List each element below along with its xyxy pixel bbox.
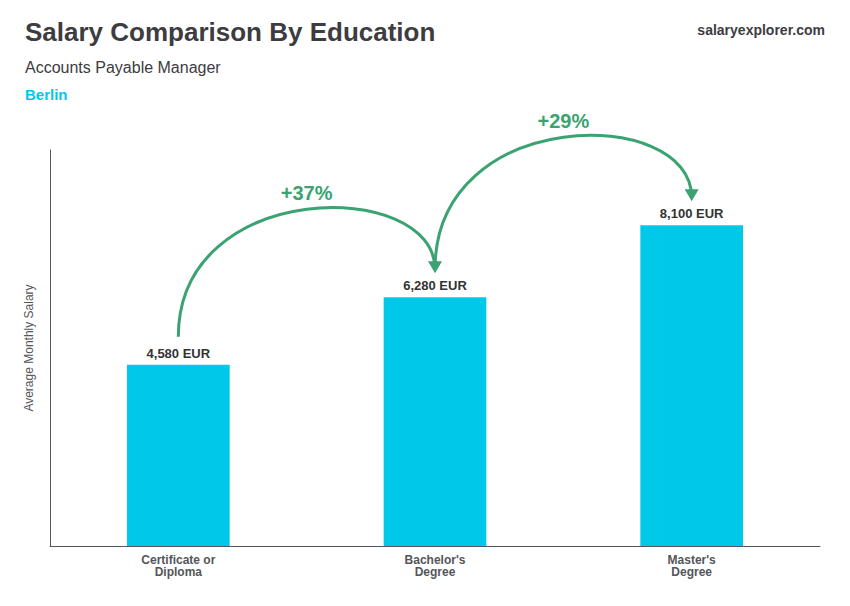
svg-text:4,580 EUR: 4,580 EUR — [147, 346, 211, 361]
svg-text:Degree: Degree — [671, 565, 712, 579]
svg-text:Berlin: Berlin — [25, 86, 68, 103]
svg-text:Bachelor's: Bachelor's — [404, 553, 466, 567]
svg-text:Degree: Degree — [415, 565, 456, 579]
svg-text:Certificate or: Certificate or — [141, 553, 216, 567]
svg-text:Salary Comparison By Education: Salary Comparison By Education — [25, 17, 435, 47]
svg-text:+29%: +29% — [537, 110, 589, 132]
svg-text:Master's: Master's — [667, 553, 716, 567]
svg-text:Accounts Payable Manager: Accounts Payable Manager — [25, 59, 221, 76]
svg-text:8,100 EUR: 8,100 EUR — [660, 206, 724, 221]
svg-text:Diploma: Diploma — [155, 565, 203, 579]
svg-text:+37%: +37% — [281, 182, 333, 204]
svg-text:Average Monthly Salary: Average Monthly Salary — [22, 284, 36, 411]
svg-text:salaryexplorer.com: salaryexplorer.com — [697, 22, 825, 38]
svg-text:6,280 EUR: 6,280 EUR — [403, 278, 467, 293]
